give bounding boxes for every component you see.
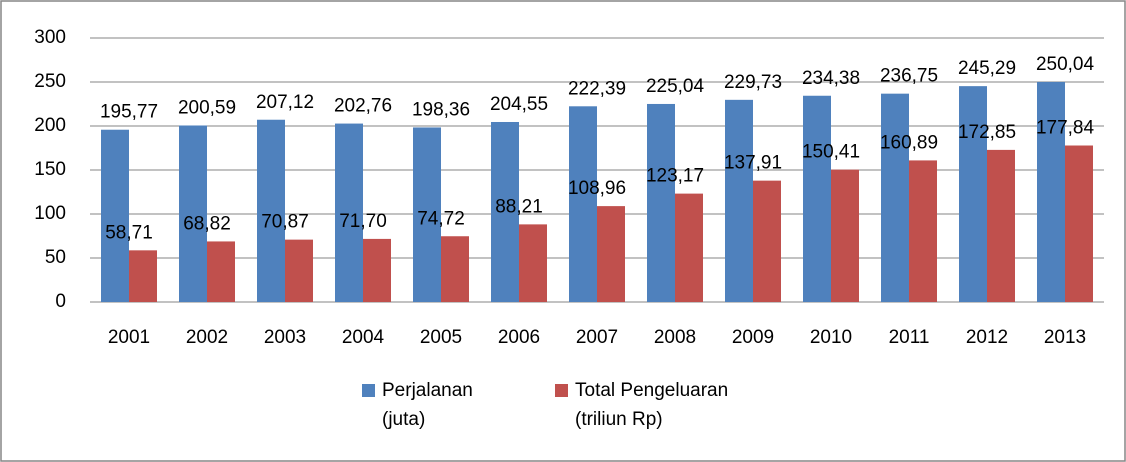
bar [909, 160, 937, 302]
bar [101, 129, 129, 302]
data-label: 207,12 [256, 92, 314, 113]
y-tick-label: 100 [34, 203, 66, 224]
data-label: 160,89 [880, 132, 938, 153]
bar [257, 119, 285, 302]
x-tick-label: 2006 [498, 327, 540, 348]
x-tick-label: 2012 [966, 327, 1008, 348]
data-label: 198,36 [412, 99, 470, 120]
bar [597, 206, 625, 302]
bar [675, 193, 703, 302]
data-label: 172,85 [958, 122, 1016, 143]
y-tick-label: 50 [45, 247, 66, 268]
y-tick-label: 0 [55, 291, 66, 312]
data-label: 137,91 [724, 153, 782, 174]
x-tick-label: 2010 [810, 327, 852, 348]
bar [959, 86, 987, 302]
bar [363, 238, 391, 302]
y-tick-label: 300 [34, 27, 66, 48]
y-tick-label: 250 [34, 71, 66, 92]
legend-swatch [555, 384, 568, 397]
bar [987, 149, 1015, 302]
x-tick-label: 2003 [264, 327, 306, 348]
data-label: 108,96 [568, 178, 626, 199]
y-tick-label: 150 [34, 159, 66, 180]
x-tick-label: 2002 [186, 327, 228, 348]
data-label: 234,38 [802, 68, 860, 89]
x-tick-label: 2009 [732, 327, 774, 348]
data-label: 150,41 [802, 142, 860, 163]
bar [491, 121, 519, 302]
data-label: 204,55 [490, 94, 548, 115]
x-tick-label: 2004 [342, 327, 385, 348]
bar [803, 95, 831, 302]
bar [179, 125, 207, 302]
bar [519, 224, 547, 302]
bar [335, 123, 363, 302]
x-tick-label: 2008 [654, 327, 696, 348]
legend-label: Perjalanan (juta) [382, 380, 473, 430]
x-tick-label: 2005 [420, 327, 462, 348]
bar [725, 99, 753, 302]
data-label: 88,21 [495, 196, 543, 217]
data-label: 225,04 [646, 76, 705, 97]
x-tick-label: 2011 [889, 327, 930, 348]
data-label: 70,87 [261, 212, 309, 233]
bar [207, 241, 235, 302]
bar [441, 236, 469, 302]
bar [1065, 145, 1093, 302]
x-tick-label: 2013 [1044, 327, 1086, 348]
bar [831, 169, 859, 302]
data-label: 68,82 [183, 213, 231, 234]
bar [1037, 81, 1065, 302]
legend-label: Total Pengeluaran (triliun Rp) [575, 380, 728, 430]
bar [569, 106, 597, 302]
data-label: 123,17 [646, 166, 704, 187]
bar [413, 127, 441, 302]
data-label: 177,84 [1036, 118, 1095, 139]
bar [129, 250, 157, 302]
bar [881, 93, 909, 302]
bar [647, 103, 675, 302]
bar [285, 239, 313, 302]
x-tick-label: 2001 [108, 327, 150, 348]
bar [753, 180, 781, 302]
data-label: 71,70 [339, 211, 387, 232]
data-label: 245,29 [958, 58, 1016, 79]
data-label: 236,75 [880, 66, 938, 87]
data-label: 195,77 [100, 102, 158, 123]
data-label: 250,04 [1036, 54, 1095, 75]
data-label: 222,39 [568, 78, 626, 99]
data-label: 58,71 [105, 222, 153, 243]
data-label: 202,76 [334, 96, 392, 117]
data-label: 74,72 [417, 208, 465, 229]
data-label: 200,59 [178, 97, 236, 118]
data-label: 229,73 [724, 72, 782, 93]
y-tick-label: 200 [34, 115, 66, 136]
legend-swatch [362, 384, 375, 397]
x-tick-label: 2007 [576, 327, 618, 348]
